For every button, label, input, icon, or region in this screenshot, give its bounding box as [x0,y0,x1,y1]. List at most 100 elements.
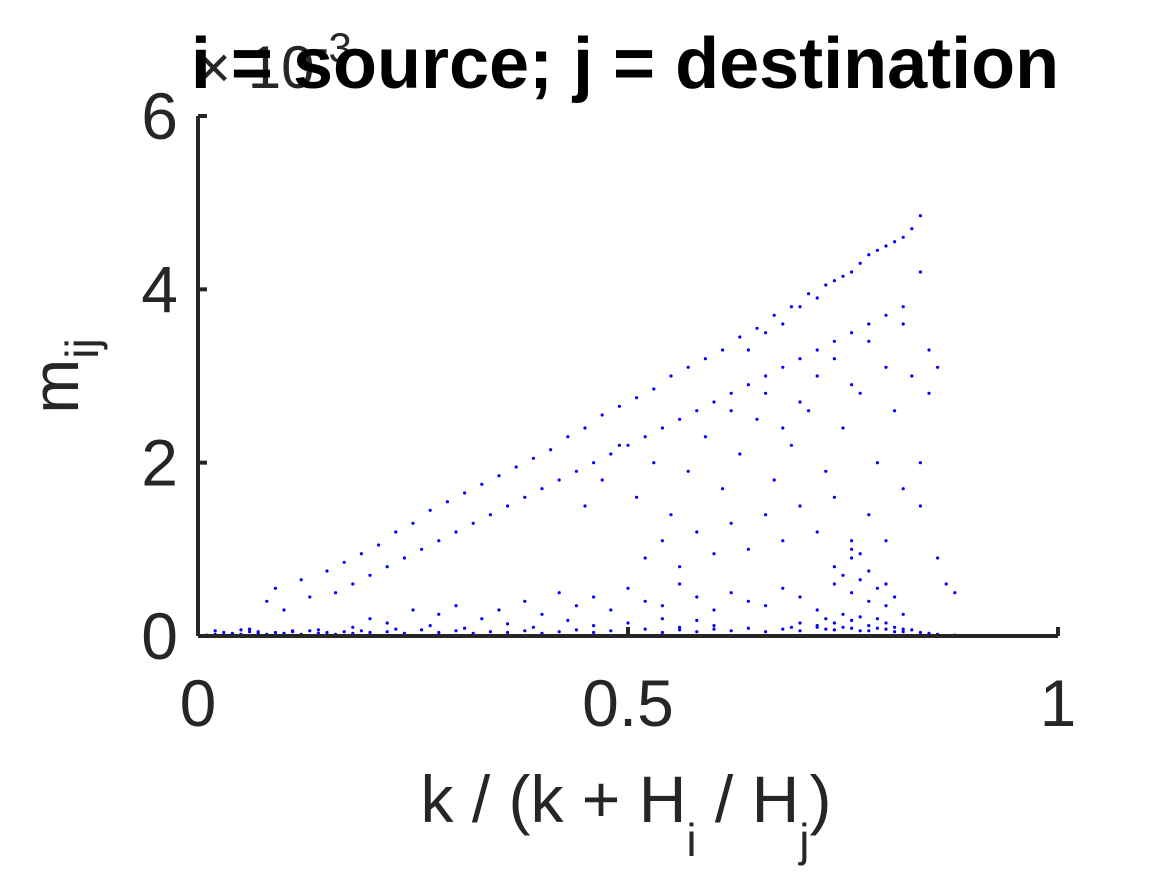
x-tick-label: 0 [180,666,217,740]
y-tick-label: 4 [141,252,178,326]
data-point [884,621,888,625]
data-point [953,591,957,595]
data-point [652,387,656,391]
x-ticks: 0 0.5 1 [180,627,1076,740]
data-point [798,400,802,404]
data-point [316,628,320,632]
data-point [643,556,647,560]
data-point [678,625,682,629]
data-point [867,322,871,326]
data-point [463,491,467,495]
data-point [712,400,716,404]
data-point [798,504,802,508]
data-point [832,495,837,499]
data-point [850,618,854,623]
data-point [248,630,252,634]
data-point [531,456,536,460]
data-point [798,305,802,309]
data-point [626,621,630,625]
data-point [867,624,871,628]
data-point [437,630,441,635]
data-point [927,391,931,395]
data-point [789,305,794,309]
data-point [901,630,905,634]
data-point [910,628,914,632]
data-point [858,578,862,582]
data-point [592,624,596,628]
data-point [342,560,346,564]
data-point [351,625,355,629]
data-point [506,622,510,626]
y-multiplier: × 10-3 [196,24,352,101]
data-point [729,591,733,595]
data-point [884,539,888,543]
data-point [867,629,871,633]
data-point [807,292,811,296]
data-point [918,270,923,274]
data-point [437,539,441,543]
data-point [609,608,613,612]
data-point [600,413,604,417]
data-point [359,629,363,633]
data-point [893,630,897,634]
data-point [893,595,897,599]
data-point [815,348,819,352]
data-point [918,630,923,635]
data-point [824,627,828,631]
data-point [832,565,837,569]
data-point [918,461,923,465]
data-point [325,569,329,573]
data-point [592,630,596,635]
data-point [850,591,854,595]
data-point [592,595,596,599]
data-point [746,383,751,387]
data-point [368,573,372,577]
data-point [884,313,888,317]
data-point [385,621,389,625]
data-point [334,591,338,595]
data-point [248,627,252,631]
data-point [815,530,819,534]
data-point [420,628,424,632]
data-point [592,461,596,465]
data-point [660,426,665,430]
data-point [901,627,905,631]
data-point [764,391,768,395]
data-point [239,628,243,632]
data-point [686,365,690,369]
data-point [858,552,862,556]
data-point [850,270,854,274]
data-point [764,604,768,608]
data-point [755,326,759,330]
data-point [652,461,656,465]
data-point [454,629,458,633]
data-point [643,435,647,439]
data-point [695,595,699,599]
data-point [566,435,570,439]
data-point [463,626,467,630]
x-axis-label: k / (k + Hi / Hj) [420,762,831,866]
data-point [411,521,415,525]
data-point [841,612,845,616]
data-point [781,426,785,430]
data-point [832,279,837,283]
data-point [858,261,862,265]
data-point [385,630,389,634]
data-point [875,626,880,630]
data-point [893,240,897,244]
data-point [523,495,527,499]
data-point [695,630,699,634]
data-point [514,465,518,469]
data-point [626,443,630,447]
data-point [764,513,768,517]
data-point [798,595,802,599]
data-point [815,296,819,300]
data-point [901,235,905,239]
data-point [480,617,484,621]
data-point [781,627,785,631]
data-point [798,357,802,361]
data-point [574,469,579,473]
chart-title: i = source; j = destination [191,24,1059,104]
data-point [901,305,905,309]
data-point [488,513,492,517]
